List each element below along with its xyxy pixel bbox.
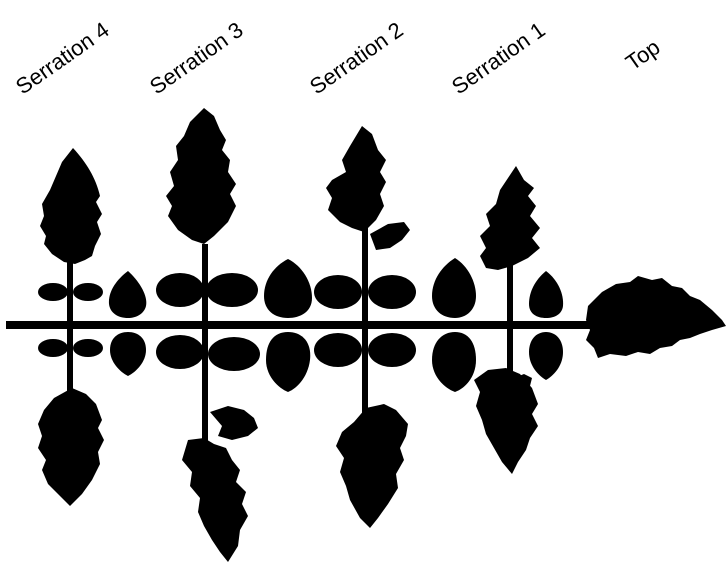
leaflet-s1-lower [474, 368, 538, 474]
leaflet-s1-side-upper [529, 271, 564, 318]
leaflet-s4-upper [40, 148, 102, 264]
leaflet-s3-side-lr [208, 337, 260, 371]
stalk-s4 [67, 255, 73, 395]
leaflet-s4-small-lr [73, 339, 103, 357]
leaflet-i32-lower [266, 332, 311, 392]
stalk-s3 [202, 244, 208, 442]
leaflet-s3-upper [166, 108, 236, 244]
leaflet-s2-side-ul [314, 275, 362, 309]
leaflet-s4-lower [38, 388, 104, 506]
leaflet-s2-side-ll [314, 333, 362, 367]
leaflet-s4-small-ul [38, 283, 68, 301]
leaflet-s3-side-ll [156, 335, 204, 369]
leaflet-s2-upper-small [370, 222, 410, 250]
leaflet-s1-upper [480, 166, 540, 270]
stalk-s1 [507, 262, 513, 374]
leaflet-s4-small-ll [38, 339, 68, 357]
leaflet-s3-lower-small [210, 406, 258, 440]
leaflet-top-terminal [586, 276, 726, 358]
leaflet-i43-lower [110, 332, 146, 376]
leaflet-s2-lower [336, 404, 408, 528]
leaflet-i43-upper [108, 271, 147, 318]
leaflet-s2-upper [326, 126, 386, 232]
stalk-s2 [362, 222, 368, 434]
leaflet-s3-side-ul [156, 273, 204, 307]
main-rachis [6, 321, 596, 329]
leaflet-s2-side-lr [368, 333, 416, 367]
leaflet-s3-side-ur [206, 273, 258, 307]
leaflet-i32-upper [264, 259, 312, 318]
leaflet-i21-lower [432, 332, 476, 392]
leaflet-i21-upper [432, 258, 476, 318]
leaflet-s3-lower-main [182, 438, 248, 562]
leaflet-s2-side-ur [368, 275, 416, 309]
leaflet-s1-lower-small [514, 374, 532, 386]
leaflet-s1-side-lower [529, 332, 563, 380]
leaflet-s4-small-ur [73, 283, 103, 301]
